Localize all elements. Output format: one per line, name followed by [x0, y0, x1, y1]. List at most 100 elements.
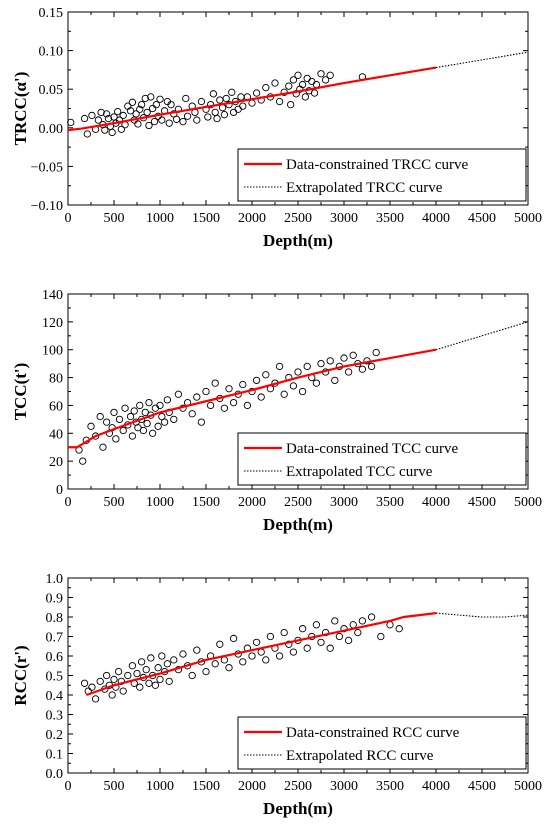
data-point: [289, 648, 298, 656]
data-point: [136, 683, 144, 691]
data-points: [67, 70, 367, 138]
legend-label-data-constrained: Data-constrained TCC curve: [286, 441, 459, 457]
data-point: [79, 457, 87, 465]
rcc-panel: 0 500 1000 1500 2000 2500 3000 3500 4000 4500 5000…: [11, 572, 542, 818]
data-point: [220, 111, 229, 119]
legend-label-data-constrained: Data-constrained TRCC curve: [286, 157, 469, 173]
data-point: [167, 100, 175, 109]
x-tick-label: 4000: [422, 495, 450, 510]
data-point: [183, 112, 192, 120]
data-point: [126, 107, 135, 115]
data-point: [104, 114, 113, 123]
tcc-panel: 0 500 1000 1500 2000 2500 3000 3500 4000 4500 5000…: [11, 288, 542, 534]
data-point: [308, 77, 316, 86]
data-point: [163, 396, 172, 404]
data-point: [156, 401, 164, 410]
data-point: [275, 97, 284, 106]
data-point: [150, 117, 159, 126]
data-point: [285, 82, 293, 90]
data-point: [344, 636, 353, 645]
data-point: [321, 76, 330, 84]
data-point: [165, 119, 173, 127]
data-point: [160, 418, 169, 426]
data-point: [395, 625, 403, 633]
data-point: [141, 94, 149, 103]
legend-label-extrapolated: Extrapolated RCC curve: [286, 748, 434, 764]
data-point: [156, 675, 164, 684]
data-point: [112, 435, 120, 443]
data-point: [298, 625, 307, 633]
legend: Data-constrained TCC curve Extrapolated T…: [237, 432, 527, 486]
data-point: [262, 656, 270, 664]
data-point: [143, 419, 151, 428]
data-point: [317, 638, 325, 646]
data-point: [326, 357, 334, 365]
data-point: [294, 368, 302, 376]
data-point: [117, 125, 126, 133]
y-tick-label: 0.15: [39, 6, 64, 21]
legend: Data-constrained RCC curve Extrapolated R…: [237, 716, 527, 770]
y-axis-label: TRCC(α'): [11, 72, 30, 146]
x-tick-label: 5000: [514, 495, 542, 510]
data-constrained-curve: [67, 66, 437, 132]
data-point: [222, 94, 230, 103]
data-point: [301, 93, 310, 101]
x-tick-label: 1000: [146, 495, 174, 510]
data-point: [225, 385, 233, 393]
x-tick-label: 500: [104, 211, 125, 226]
y-tick-label: 0.4: [46, 689, 64, 704]
data-point: [213, 114, 221, 123]
data-point: [151, 404, 160, 412]
x-tick-label: 0: [65, 779, 72, 794]
data-point: [349, 351, 357, 359]
data-point: [326, 71, 334, 79]
data-point: [87, 422, 95, 430]
data-point: [188, 671, 196, 680]
data-point: [239, 380, 247, 389]
data-point: [367, 613, 376, 621]
data-point: [142, 666, 150, 674]
data-point: [148, 429, 157, 437]
y-tick-label: 0.10: [39, 45, 64, 60]
data-point: [257, 648, 265, 656]
data-point: [148, 104, 157, 113]
y-tick-label: 80: [49, 372, 63, 387]
y-tick-label: 20: [49, 455, 63, 470]
data-point: [197, 418, 206, 426]
data-point: [229, 398, 238, 407]
data-point: [132, 110, 140, 118]
y-tick-label: 60: [49, 399, 63, 414]
x-axis-label: Depth(m): [263, 515, 333, 534]
data-point: [115, 116, 124, 124]
data-point: [91, 695, 100, 703]
legend-box: [237, 432, 527, 486]
data-point: [136, 401, 144, 410]
y-axis-label: RCC(r'): [11, 645, 30, 705]
data-point: [188, 410, 196, 418]
y-tick-label: 0.9: [46, 592, 64, 607]
data-point: [114, 667, 123, 676]
data-point: [121, 404, 129, 412]
data-point: [101, 126, 109, 134]
x-tick-label: 1000: [146, 211, 174, 226]
data-point: [211, 379, 219, 387]
y-tick-label: 0.5: [46, 670, 64, 685]
data-point: [204, 113, 212, 121]
x-tick-label: 3500: [376, 495, 404, 510]
data-point: [147, 654, 155, 662]
data-point: [280, 628, 288, 637]
y-tick-label: 0.7: [46, 631, 64, 646]
data-point: [209, 90, 218, 98]
y-tick-label: 40: [49, 427, 63, 442]
data-point: [358, 617, 367, 625]
data-point: [262, 84, 270, 92]
legend-box: [237, 716, 527, 770]
x-tick-label: 2000: [238, 495, 266, 510]
data-point: [262, 371, 270, 379]
x-tick-label: 0: [65, 211, 72, 226]
legend-box: [237, 148, 527, 202]
data-point: [228, 88, 236, 96]
x-tick-label: 1500: [192, 779, 220, 794]
data-point: [197, 97, 206, 106]
data-point: [202, 387, 210, 396]
